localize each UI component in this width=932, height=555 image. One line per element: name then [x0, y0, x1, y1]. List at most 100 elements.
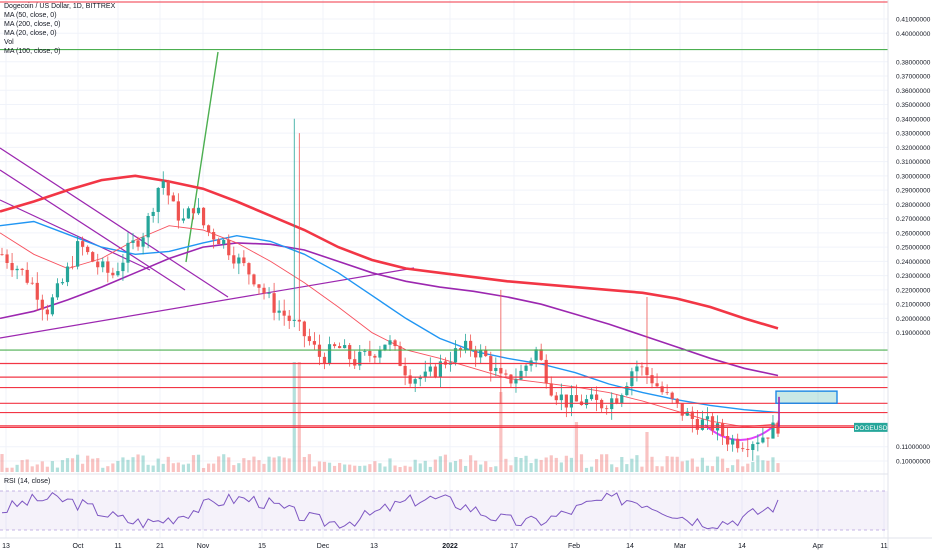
trendlines: [0, 51, 776, 441]
volume-bar: [720, 458, 725, 472]
candle-body: [348, 345, 352, 360]
volume-bar: [398, 467, 402, 472]
volume-bar: [620, 456, 624, 472]
volume-bar: [594, 459, 599, 472]
volume-bar: [665, 456, 669, 472]
candle-body: [544, 359, 548, 384]
volume-bar: [363, 465, 367, 472]
legend-vol[interactable]: Vol: [4, 39, 14, 46]
volume-bar: [353, 465, 357, 472]
candle-body: [257, 284, 261, 288]
legend-ma100[interactable]: MA (100, close, 0): [4, 48, 61, 55]
volume-bar: [494, 466, 498, 472]
horizontal-levels: 0.388566280.177818040.168366770.15884536…: [0, 0, 931, 440]
trendline-up: [0, 267, 415, 339]
candle-body: [726, 435, 730, 445]
volume-bar: [579, 454, 584, 472]
volume-bar: [453, 460, 458, 472]
candle-body: [368, 350, 372, 356]
candle-body: [343, 345, 347, 349]
symbol-tag-label: DOGEUSD: [855, 425, 888, 432]
candle-body: [458, 348, 463, 350]
candle-body: [675, 398, 679, 404]
volume-bar: [514, 456, 518, 472]
volume-bar: [474, 460, 478, 472]
candle-body: [25, 269, 29, 283]
candle-body: [75, 241, 80, 267]
price-tick-label: 0.34000000: [896, 116, 931, 123]
candle-body: [403, 365, 407, 376]
rsi-line: [1, 492, 779, 530]
price-tick-label: 0.27000000: [896, 216, 931, 223]
candle-body: [620, 395, 624, 404]
candle-body: [761, 437, 765, 443]
price-tick-label: 0.25000000: [896, 245, 931, 252]
candle-body: [181, 218, 186, 221]
time-tick-label: 14: [738, 543, 746, 550]
candle-body: [292, 319, 296, 321]
candle-body: [141, 237, 145, 247]
legend-ma50[interactable]: MA (50, close, 0): [4, 12, 57, 19]
candle-body: [594, 394, 599, 400]
candle-body: [494, 367, 498, 372]
volume-bar: [232, 465, 236, 472]
candle-body: [635, 366, 639, 372]
candle-body: [252, 274, 256, 285]
candle-body: [277, 310, 281, 313]
candle-body: [282, 310, 286, 316]
candle-body: [353, 359, 357, 366]
candle-body: [640, 366, 644, 368]
candle-body: [0, 254, 4, 256]
legend-ma20[interactable]: MA (20, close, 0): [4, 30, 57, 37]
volume-bar: [96, 458, 100, 472]
candle-body: [559, 394, 563, 401]
candle-body: [645, 367, 649, 376]
volume-bar: [584, 467, 589, 472]
volume-bar: [237, 463, 241, 472]
candle-body: [438, 361, 442, 377]
volume-bar: [408, 466, 412, 472]
volume-bar: [746, 463, 750, 472]
candle-body: [20, 268, 24, 270]
volume-bar: [201, 467, 206, 472]
volume-bar: [448, 462, 453, 472]
volume-bar: [700, 457, 705, 472]
time-tick-label: 13: [2, 543, 10, 550]
volume-bar: [761, 460, 765, 472]
volume-bar: [332, 465, 337, 472]
price-tick-label: 0.24000000: [896, 259, 931, 266]
candle-body: [564, 394, 568, 408]
candle-body: [519, 370, 523, 380]
candle-body: [574, 395, 579, 402]
time-tick-label: 11: [880, 543, 887, 550]
volume-bar: [30, 466, 34, 472]
volume-bar: [393, 465, 397, 472]
volume-bar: [40, 461, 44, 472]
volume-bar: [307, 454, 311, 472]
candle-body: [398, 346, 402, 366]
time-tick-label: 11: [114, 543, 121, 550]
volume-bar: [373, 461, 377, 472]
rsi-label[interactable]: RSI (14, close): [4, 478, 51, 485]
candle-body: [710, 416, 715, 431]
candle-body: [428, 366, 432, 372]
volume-bar: [736, 459, 740, 472]
candle-body: [166, 181, 170, 196]
volume-bar: [710, 466, 715, 472]
volume-bar: [524, 455, 528, 472]
candle-body: [756, 442, 760, 445]
candle-body: [40, 299, 44, 310]
volume-bar: [227, 457, 231, 472]
candle-body: [30, 282, 34, 284]
time-axis: 13 Oct 11 21 Nov 15 Dec 13 2022 17 Feb 14 Mar 14 Apr 11: [0, 537, 932, 550]
volume-bar: [615, 467, 619, 472]
volume-bar: [756, 455, 760, 472]
candle-body: [146, 215, 150, 238]
time-tick-label: Nov: [197, 543, 210, 550]
volume-bar: [726, 467, 730, 472]
volume-bar: [509, 465, 513, 472]
legend-ma200[interactable]: MA (200, close, 0): [4, 21, 61, 28]
time-tick-label: Mar: [674, 543, 687, 550]
